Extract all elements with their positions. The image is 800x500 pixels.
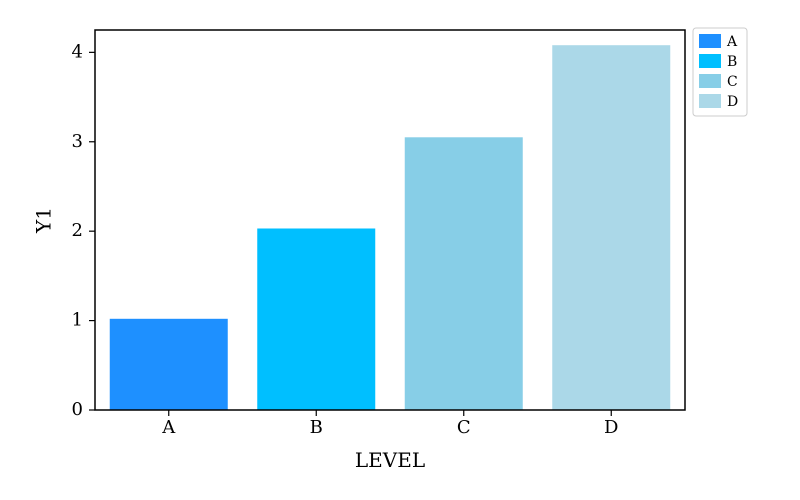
bar-d [552,45,670,410]
xtick-label: D [604,417,618,438]
bar-chart: 01234ABCDLEVELY1ABCD [0,0,800,500]
xtick-label: A [161,417,176,438]
legend-label: A [726,34,738,50]
legend-swatch [699,74,721,88]
legend: ABCD [693,28,747,116]
x-axis-label: LEVEL [355,448,425,472]
legend-swatch [699,94,721,108]
legend-label: C [727,74,738,90]
y-axis-label: Y1 [32,207,56,234]
bar-a [110,319,228,410]
ytick-label: 3 [72,131,83,152]
xtick-label: C [457,417,471,438]
legend-label: B [727,54,737,70]
legend-swatch [699,34,721,48]
ytick-label: 4 [72,41,83,62]
xtick-label: B [310,417,323,438]
ytick-label: 2 [72,220,83,241]
legend-label: D [727,94,738,110]
ytick-label: 1 [72,310,83,331]
chart-container: 01234ABCDLEVELY1ABCD [0,0,800,500]
bar-c [405,137,523,410]
ytick-label: 0 [72,399,83,420]
chart-bg [0,0,800,500]
legend-swatch [699,54,721,68]
bar-b [257,228,375,410]
